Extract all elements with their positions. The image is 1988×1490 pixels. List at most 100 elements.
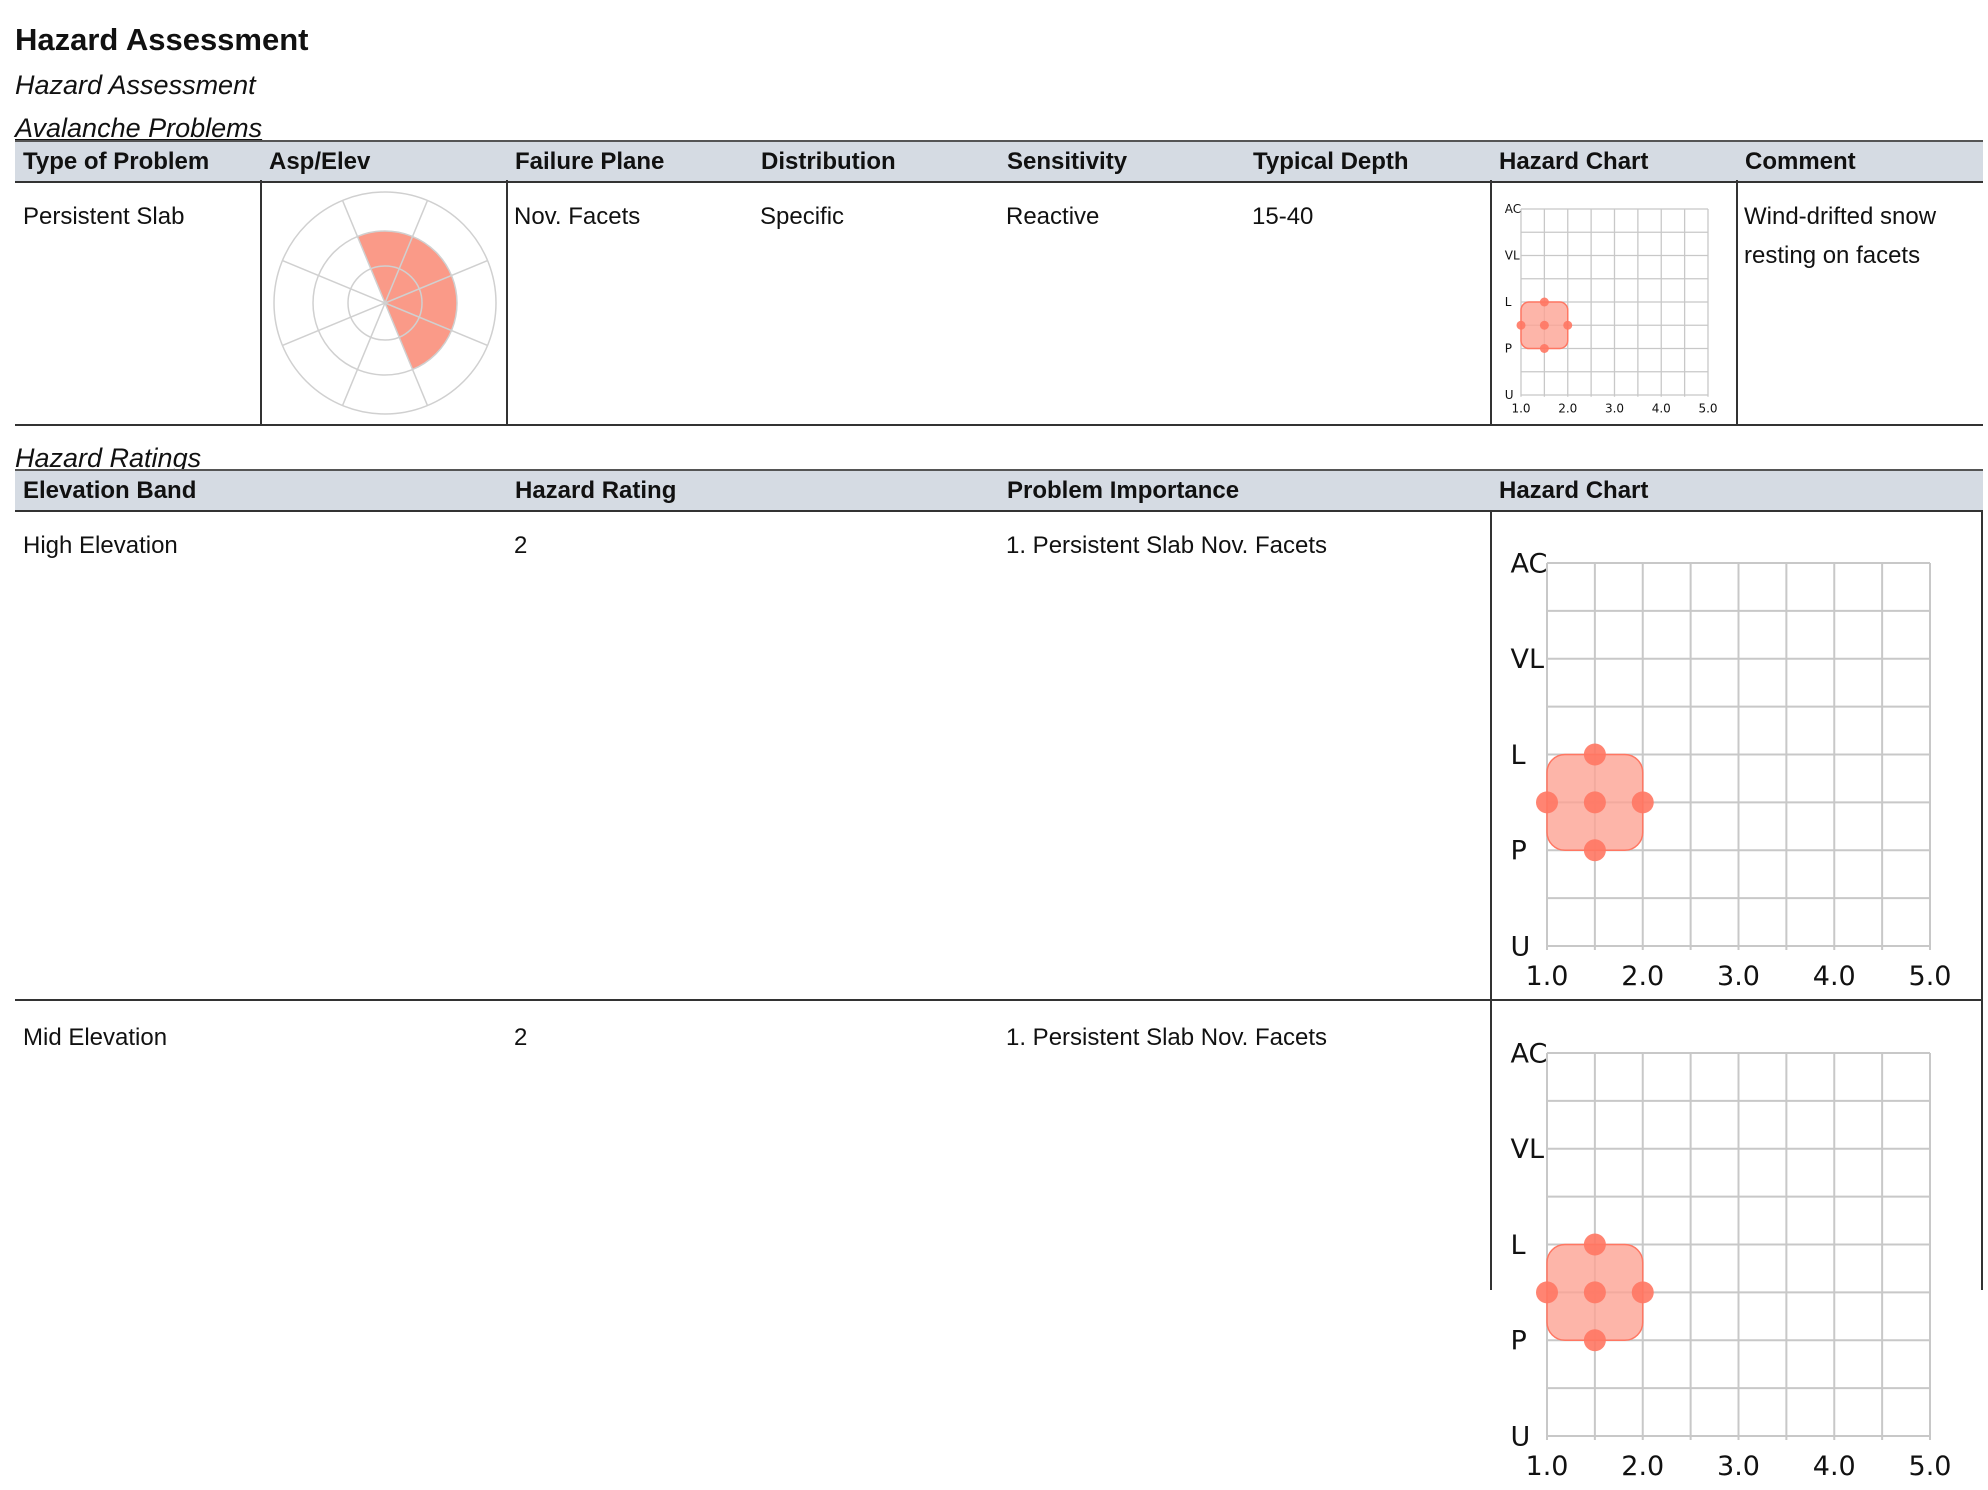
x-tick-label: 3.0 <box>1605 401 1624 415</box>
section-title-avalanche-problems: Avalanche Problems <box>15 113 263 143</box>
comment-line: resting on facets <box>1744 242 1921 269</box>
aspect-sector-n <box>357 231 413 303</box>
distribution: Specific <box>760 203 845 230</box>
hazard-rating: 2 <box>514 532 528 559</box>
aspect-spoke <box>341 302 386 406</box>
x-tick-label: 3.0 <box>1717 1451 1760 1482</box>
col-elevation-band: Elevation Band <box>23 477 197 504</box>
aspect-spoke <box>282 259 386 304</box>
col-type: Type of Problem <box>23 148 210 175</box>
y-tick-label: L <box>1511 740 1526 771</box>
aspect-sector-se <box>385 303 452 370</box>
hazard-point <box>1583 743 1606 766</box>
hazard-chart-high: U P L VL AC 1.0 2.0 3.0 4.0 5.0 <box>1511 548 1952 992</box>
col-problem-importance: Problem Importance <box>1007 477 1240 504</box>
avalanche-problems-header: Type of Problem Asp/Elev Failure Plane D… <box>15 140 1983 183</box>
y-tick-label: VL <box>1511 1134 1545 1165</box>
col-hazard-rating: Hazard Rating <box>515 477 677 504</box>
divider <box>15 999 1983 1001</box>
y-tick-label: VL <box>1505 249 1520 263</box>
y-tick-label: AC <box>1511 1038 1548 1069</box>
elevation-ring <box>312 230 458 376</box>
aspect-spoke <box>341 200 386 304</box>
hazard-point <box>1536 791 1558 814</box>
aspect-spoke <box>384 200 429 304</box>
y-tick-label: U <box>1511 931 1531 962</box>
aspect-spoke <box>282 302 386 347</box>
x-tick-label: 4.0 <box>1813 1451 1856 1482</box>
page-title: Hazard Assessment <box>15 22 309 57</box>
elevation-band: Mid Elevation <box>23 1024 168 1051</box>
problem-type: Persistent Slab <box>23 203 185 230</box>
hazard-point <box>1536 1281 1558 1304</box>
section-title-hazard-ratings: Hazard Ratings <box>15 443 202 473</box>
elevation-ring <box>347 265 423 341</box>
typical-depth: 15-40 <box>1252 203 1314 230</box>
problem-importance: 1. Persistent Slab Nov. Facets <box>1006 1024 1328 1051</box>
hazard-point <box>1516 320 1526 330</box>
hazard-point <box>1583 1233 1606 1256</box>
x-tick-label: 4.0 <box>1813 961 1856 992</box>
aspect-spoke <box>384 259 488 304</box>
col-comment: Comment <box>1745 148 1856 175</box>
x-tick-label: 1.0 <box>1526 1451 1569 1482</box>
divider <box>1490 510 1492 1290</box>
col-asp-elev: Asp/Elev <box>269 148 371 175</box>
y-tick-label: U <box>1511 1421 1531 1452</box>
hazard-point <box>1631 1281 1654 1304</box>
divider <box>506 180 508 426</box>
y-tick-label: P <box>1505 342 1512 356</box>
col-hazard-chart: Hazard Chart <box>1499 477 1649 504</box>
hazard-point <box>1539 320 1549 330</box>
y-tick-label: AC <box>1511 548 1548 579</box>
hazard-point <box>1563 320 1573 330</box>
divider <box>1736 180 1738 426</box>
col-hazard-chart: Hazard Chart <box>1499 148 1649 175</box>
x-tick-label: 5.0 <box>1909 1451 1952 1482</box>
elevation-band: High Elevation <box>23 532 178 559</box>
y-tick-label: VL <box>1511 644 1545 675</box>
divider <box>1490 180 1492 426</box>
hazard-point <box>1631 791 1654 814</box>
y-tick-label: L <box>1505 295 1512 309</box>
hazard-chart-small: U P L VL AC 1.0 2.0 3.0 4.0 5.0 <box>1505 202 1718 415</box>
page-subtitle: Hazard Assessment <box>15 70 256 100</box>
failure-plane: Nov. Facets <box>514 203 641 230</box>
aspect-elevation-rose <box>273 191 497 415</box>
hazard-ratings-header: Elevation Band Hazard Rating Problem Imp… <box>15 469 1983 512</box>
aspect-sector-ne <box>385 236 452 303</box>
x-tick-label: 2.0 <box>1558 401 1577 415</box>
x-tick-label: 5.0 <box>1909 961 1952 992</box>
hazard-point <box>1583 1281 1606 1304</box>
divider <box>1981 510 1983 1290</box>
elevation-ring <box>273 191 497 415</box>
x-tick-label: 1.0 <box>1526 961 1569 992</box>
y-tick-label: L <box>1511 1230 1526 1261</box>
hazard-point <box>1583 839 1606 862</box>
aspect-spoke <box>384 302 429 406</box>
comment-line: Wind-drifted snow <box>1744 203 1937 230</box>
y-tick-label: P <box>1511 1326 1527 1357</box>
hazard-rating: 2 <box>514 1024 528 1051</box>
x-tick-label: 3.0 <box>1717 961 1760 992</box>
col-distribution: Distribution <box>761 148 896 175</box>
y-tick-label: AC <box>1505 202 1521 216</box>
aspect-spoke <box>384 302 488 347</box>
col-sensitivity: Sensitivity <box>1007 148 1128 175</box>
x-tick-label: 2.0 <box>1621 961 1664 992</box>
aspect-sector-e <box>385 275 457 331</box>
x-tick-label: 4.0 <box>1652 401 1671 415</box>
col-typical-depth: Typical Depth <box>1253 148 1409 175</box>
divider <box>260 180 262 426</box>
hazard-chart-mid: U P L VL AC 1.0 2.0 3.0 4.0 5.0 <box>1511 1038 1952 1482</box>
x-tick-label: 5.0 <box>1698 401 1717 415</box>
hazard-point <box>1583 791 1606 814</box>
hazard-point <box>1583 1329 1606 1352</box>
hazard-point <box>1539 297 1549 307</box>
problem-importance: 1. Persistent Slab Nov. Facets <box>1006 532 1328 559</box>
y-tick-label: U <box>1505 388 1514 402</box>
y-tick-label: P <box>1511 836 1527 867</box>
hazard-point <box>1539 344 1549 353</box>
x-tick-label: 1.0 <box>1511 401 1530 415</box>
sensitivity: Reactive <box>1006 203 1100 230</box>
